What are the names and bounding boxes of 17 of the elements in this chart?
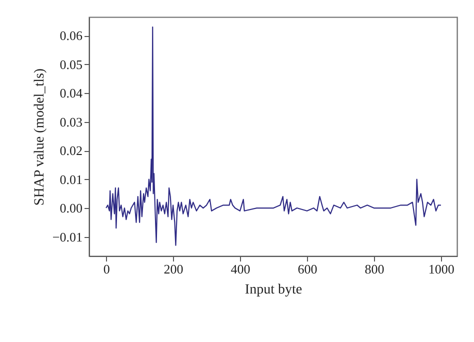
- line-series: [106, 26, 442, 246]
- x-tick-label: 0: [103, 262, 110, 276]
- x-tick-label: 400: [230, 262, 250, 276]
- y-tick-label: 0.02: [60, 143, 82, 158]
- x-axis-title: Input byte: [244, 282, 302, 298]
- x-tick-label: 1000: [428, 262, 454, 276]
- y-tick-label: 0.00: [60, 200, 82, 216]
- y-tick-label: 0.03: [60, 114, 82, 130]
- x-tick-label: 800: [364, 262, 384, 276]
- y-tick-label: 0.05: [60, 56, 82, 72]
- y-axis-title: SHAP value (model_tls): [32, 68, 48, 206]
- x-tick-label: 200: [164, 262, 184, 276]
- y-tick-label: 0.04: [60, 86, 83, 101]
- y-tick-label: 0.01: [60, 172, 82, 187]
- y-tick-label: −0.01: [52, 229, 82, 244]
- x-tick-label: 600: [298, 262, 318, 276]
- y-tick-label: 0.06: [60, 28, 83, 44]
